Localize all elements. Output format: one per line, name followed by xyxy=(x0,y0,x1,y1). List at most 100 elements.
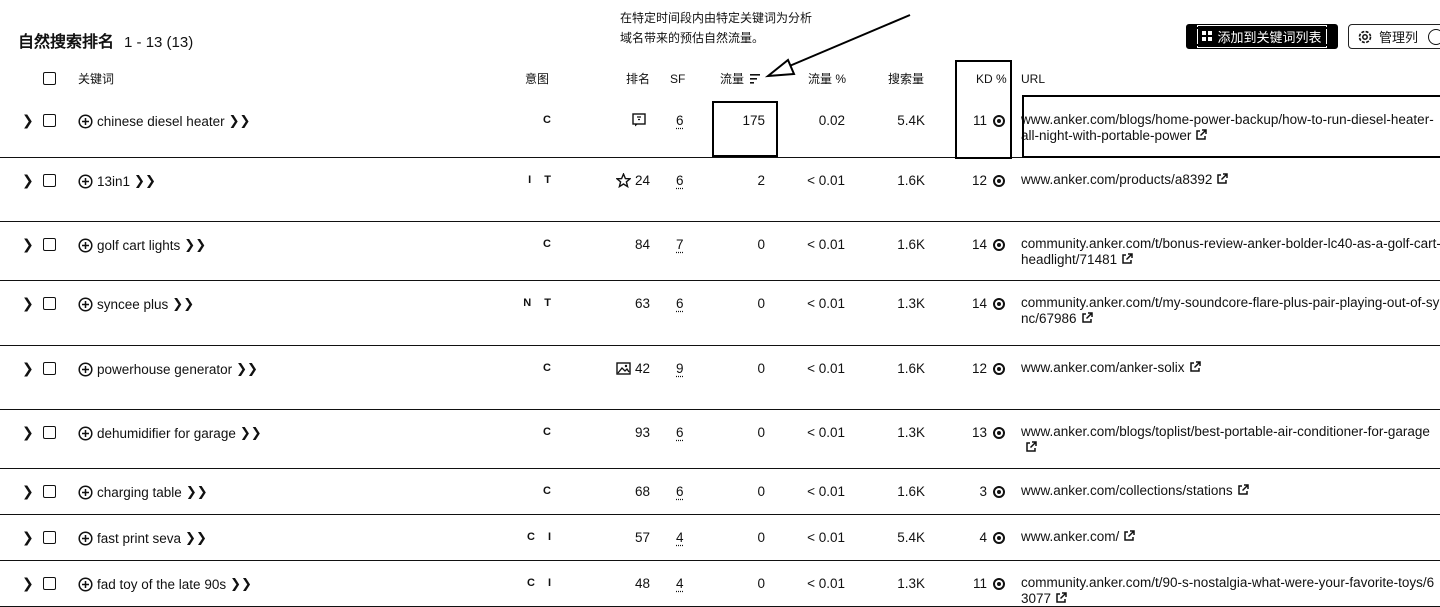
url-cell[interactable]: community.anker.com/t/90-s-nostalgia-wha… xyxy=(1021,575,1440,607)
keyword-cell[interactable]: 13in1 ❯❯ xyxy=(78,173,156,189)
column-header-position[interactable]: 排名 xyxy=(626,72,651,86)
keyword-link[interactable]: fast print seva xyxy=(97,530,182,546)
add-keyword-icon[interactable] xyxy=(78,361,93,377)
column-header-keyword[interactable]: 关键词 xyxy=(78,72,115,86)
keyword-cell[interactable]: charging table ❯❯ xyxy=(78,484,208,500)
double-chevron-icon[interactable]: ❯❯ xyxy=(239,425,262,440)
external-link-icon[interactable] xyxy=(1025,441,1037,453)
url-link[interactable]: www.anker.com/anker-solix xyxy=(1021,360,1185,375)
add-keyword-icon[interactable] xyxy=(78,296,93,312)
double-chevron-icon[interactable]: ❯❯ xyxy=(236,361,258,376)
row-checkbox[interactable] xyxy=(43,174,56,187)
table-row[interactable]: ❯ 13in1 ❯❯ I T 24 6 2 < 0.01 1.6K 12 www.anker.com… xyxy=(0,158,1440,222)
keyword-cell[interactable]: golf cart lights ❯❯ xyxy=(78,237,206,253)
column-header-kd[interactable]: KD % xyxy=(976,72,1007,86)
url-cell[interactable]: www.anker.com/anker-solix xyxy=(1021,360,1440,376)
keyword-link[interactable]: chinese diesel heater xyxy=(97,113,225,129)
keyword-link[interactable]: dehumidifier for garage xyxy=(97,425,236,441)
expand-row-icon[interactable]: ❯ xyxy=(22,575,34,591)
select-all-checkbox[interactable] xyxy=(43,72,56,85)
sf-link[interactable]: 6 xyxy=(676,113,684,128)
add-keyword-icon[interactable] xyxy=(78,113,93,129)
add-keyword-icon[interactable] xyxy=(78,576,93,592)
double-chevron-icon[interactable]: ❯❯ xyxy=(185,530,207,545)
sf-link[interactable]: 4 xyxy=(676,530,684,545)
expand-row-icon[interactable]: ❯ xyxy=(22,112,34,128)
add-keyword-icon[interactable] xyxy=(78,484,93,500)
expand-row-icon[interactable]: ❯ xyxy=(22,424,34,440)
row-checkbox[interactable] xyxy=(43,577,56,590)
keyword-link[interactable]: fad toy of the late 90s xyxy=(97,576,227,592)
url-link[interactable]: www.anker.com/blogs/toplist/best-portabl… xyxy=(1021,424,1430,439)
external-link-icon[interactable] xyxy=(1123,530,1136,542)
keyword-cell[interactable]: chinese diesel heater ❯❯ xyxy=(78,113,250,129)
double-chevron-icon[interactable]: ❯❯ xyxy=(172,296,195,311)
sf-link[interactable]: 4 xyxy=(676,576,684,591)
external-link-icon[interactable] xyxy=(1081,312,1093,324)
row-checkbox[interactable] xyxy=(43,114,56,127)
url-cell[interactable]: www.anker.com/blogs/toplist/best-portabl… xyxy=(1021,424,1440,456)
expand-row-icon[interactable]: ❯ xyxy=(22,172,34,188)
expand-row-icon[interactable]: ❯ xyxy=(22,483,34,499)
row-checkbox[interactable] xyxy=(43,238,56,251)
url-cell[interactable]: community.anker.com/t/bonus-review-anker… xyxy=(1021,236,1440,268)
row-checkbox[interactable] xyxy=(43,297,56,310)
add-keyword-icon[interactable] xyxy=(78,530,93,546)
double-chevron-icon[interactable]: ❯❯ xyxy=(134,173,156,188)
manage-columns-button[interactable]: 管理列 xyxy=(1348,24,1440,49)
double-chevron-icon[interactable]: ❯❯ xyxy=(185,484,208,499)
url-cell[interactable]: www.anker.com/blogs/home-power-backup/ho… xyxy=(1021,112,1440,144)
table-row[interactable]: ❯ charging table ❯❯ C 68 6 0 < 0.01 1.6K 3 www.ank… xyxy=(0,469,1440,515)
sf-link[interactable]: 7 xyxy=(676,237,684,252)
keyword-link[interactable]: 13in1 xyxy=(97,173,131,189)
external-link-icon[interactable] xyxy=(1055,592,1067,604)
add-keyword-icon[interactable] xyxy=(78,425,93,441)
add-keyword-icon[interactable] xyxy=(78,237,93,253)
column-header-sf[interactable]: SF xyxy=(670,72,686,86)
sf-link[interactable]: 6 xyxy=(676,484,684,499)
add-to-keyword-list-button[interactable]: 添加到关键词列表 xyxy=(1186,24,1338,49)
row-checkbox[interactable] xyxy=(43,485,56,498)
url-link[interactable]: community.anker.com/t/bonus-review-anker… xyxy=(1021,236,1440,267)
sf-link[interactable]: 9 xyxy=(676,361,684,376)
column-header-intent[interactable]: 意图 xyxy=(525,72,550,86)
table-row[interactable]: ❯ fast print seva ❯❯ C I 57 4 0 < 0.01 5.4K 4 www.… xyxy=(0,515,1440,561)
keyword-cell[interactable]: syncee plus ❯❯ xyxy=(78,296,194,312)
url-link[interactable]: www.anker.com/collections/stations xyxy=(1021,483,1233,498)
keyword-cell[interactable]: dehumidifier for garage ❯❯ xyxy=(78,425,262,441)
url-cell[interactable]: www.anker.com/ xyxy=(1021,529,1440,545)
sf-link[interactable]: 6 xyxy=(676,425,684,440)
url-link[interactable]: www.anker.com/ xyxy=(1021,529,1120,544)
table-row[interactable]: ❯ golf cart lights ❯❯ C 84 7 0 < 0.01 1.6K 14 comm… xyxy=(0,222,1440,281)
expand-row-icon[interactable]: ❯ xyxy=(22,295,34,311)
external-link-icon[interactable] xyxy=(1216,173,1229,185)
table-row[interactable]: ❯ dehumidifier for garage ❯❯ C 93 6 0 < 0.01 1.3… xyxy=(0,410,1440,469)
expand-row-icon[interactable]: ❯ xyxy=(22,360,34,376)
double-chevron-icon[interactable]: ❯❯ xyxy=(230,576,252,591)
keyword-link[interactable]: syncee plus xyxy=(97,296,169,312)
keyword-link[interactable]: golf cart lights xyxy=(97,237,181,253)
expand-row-icon[interactable]: ❯ xyxy=(22,529,34,545)
url-link[interactable]: community.anker.com/t/my-soundcore-flare… xyxy=(1021,295,1440,326)
column-header-url[interactable]: URL xyxy=(1021,72,1046,86)
url-cell[interactable]: www.anker.com/products/a8392 xyxy=(1021,172,1440,188)
external-link-icon[interactable] xyxy=(1237,484,1249,496)
table-row[interactable]: ❯ fad toy of the late 90s ❯❯ C I 48 4 0 < 0.01 1… xyxy=(0,561,1440,607)
keyword-link[interactable]: powerhouse generator xyxy=(97,361,233,377)
double-chevron-icon[interactable]: ❯❯ xyxy=(228,113,251,128)
sf-link[interactable]: 6 xyxy=(676,296,684,311)
sf-link[interactable]: 6 xyxy=(676,173,684,188)
column-header-traffic-pct[interactable]: 流量 % xyxy=(808,72,847,86)
keyword-link[interactable]: charging table xyxy=(97,484,182,500)
url-link[interactable]: www.anker.com/blogs/home-power-backup/ho… xyxy=(1021,112,1434,143)
url-link[interactable]: community.anker.com/t/90-s-nostalgia-wha… xyxy=(1021,575,1435,606)
keyword-cell[interactable]: fast print seva ❯❯ xyxy=(78,530,207,546)
external-link-icon[interactable] xyxy=(1121,253,1133,265)
expand-row-icon[interactable]: ❯ xyxy=(22,236,34,252)
url-cell[interactable]: www.anker.com/collections/stations xyxy=(1021,483,1440,499)
row-checkbox[interactable] xyxy=(43,362,56,375)
url-cell[interactable]: community.anker.com/t/my-soundcore-flare… xyxy=(1021,295,1440,327)
add-keyword-icon[interactable] xyxy=(78,173,93,189)
keyword-cell[interactable]: powerhouse generator ❯❯ xyxy=(78,361,258,377)
row-checkbox[interactable] xyxy=(43,531,56,544)
